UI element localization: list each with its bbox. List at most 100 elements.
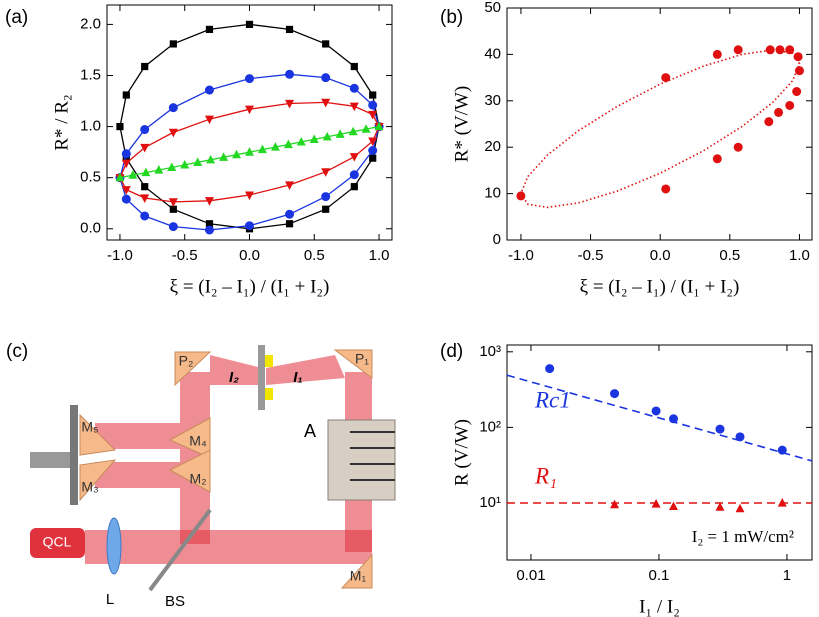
amplifier — [327, 419, 396, 501]
annotation: I₂ = 1 mW/cm² — [692, 527, 794, 546]
marker — [285, 99, 295, 109]
marker — [168, 198, 178, 207]
marker — [733, 45, 743, 55]
x-tick-label: 0.5 — [304, 247, 325, 264]
x-tick-label: 1.0 — [369, 247, 390, 264]
plot-area — [506, 364, 813, 513]
electrode — [265, 355, 273, 367]
marker — [321, 168, 331, 177]
y-tick-label: 10³ — [479, 343, 501, 360]
marker — [764, 117, 774, 127]
marker — [349, 153, 359, 162]
marker — [361, 124, 371, 133]
label: M₅ — [81, 419, 98, 435]
plot-frame — [106, 4, 393, 241]
panel-label: (c) — [6, 341, 28, 362]
marker — [545, 364, 555, 374]
marker — [368, 137, 378, 147]
screw — [30, 452, 70, 468]
marker — [205, 25, 214, 34]
marker — [128, 170, 138, 179]
y-tick-label: 0.5 — [80, 169, 101, 186]
marker — [322, 205, 330, 213]
x-axis-label: I₁ / I₂ — [639, 596, 680, 617]
x-tick-label: 1.0 — [789, 247, 810, 264]
label: M₃ — [81, 479, 98, 495]
marker — [122, 91, 130, 99]
label: M₂ — [189, 471, 206, 487]
marker — [322, 131, 332, 141]
x-tick-label: 0.0 — [239, 247, 260, 264]
x-tick-label: 0.5 — [719, 247, 740, 264]
y-axis-label: R (V/W) — [451, 419, 472, 486]
label: P₂ — [179, 353, 194, 369]
label: BS — [165, 593, 185, 610]
marker — [141, 62, 149, 71]
x-tick-label: -0.5 — [578, 247, 604, 264]
y-tick-label: 20 — [484, 138, 501, 155]
plot-frame — [506, 7, 813, 241]
marker — [765, 45, 775, 55]
marker — [219, 152, 229, 161]
marker — [348, 126, 358, 136]
marker — [321, 98, 331, 108]
marker — [169, 205, 177, 213]
marker — [321, 192, 331, 202]
marker — [368, 110, 378, 120]
label: P₁ — [355, 351, 369, 367]
x-axis-label: ξ = (I₂ – I₁) / (I₁ + I₂) — [580, 276, 740, 297]
marker — [785, 45, 795, 55]
marker — [296, 136, 306, 146]
marker — [774, 107, 784, 117]
marker — [322, 40, 330, 48]
marker — [368, 100, 378, 110]
marker — [715, 424, 725, 434]
electrode — [265, 388, 273, 400]
label: I₁ — [293, 369, 302, 386]
label: I₂ — [229, 369, 239, 386]
marker — [733, 142, 743, 152]
marker — [245, 105, 254, 115]
plot-area — [115, 20, 384, 235]
x-axis-label: ξ = (I₂ – I₁) / (I₁ + I₂) — [170, 276, 330, 297]
marker — [661, 73, 671, 83]
marker — [374, 121, 384, 131]
marker — [204, 115, 214, 125]
marker — [245, 74, 254, 84]
lens — [106, 517, 122, 575]
x-tick-label: -1.0 — [107, 247, 133, 264]
marker — [669, 501, 679, 511]
y-tick-label: 40 — [484, 45, 501, 62]
marker — [349, 83, 359, 93]
marker — [115, 172, 125, 182]
x-tick-label: 0.1 — [649, 567, 670, 584]
marker — [121, 194, 131, 204]
marker — [232, 149, 242, 159]
y-tick-label: 0.0 — [80, 220, 101, 237]
marker — [270, 142, 280, 151]
marker — [140, 211, 150, 221]
marker — [715, 502, 725, 511]
marker — [168, 222, 178, 232]
marker — [350, 183, 358, 191]
marker — [121, 159, 131, 169]
plot-frame — [506, 344, 813, 561]
y-tick-label: 10 — [484, 185, 501, 202]
x-tick-label: -0.5 — [172, 247, 198, 264]
marker — [369, 154, 377, 162]
label: A — [304, 421, 316, 441]
marker — [167, 162, 177, 172]
marker — [516, 191, 526, 201]
panel-label: (a) — [5, 7, 28, 28]
marker — [285, 220, 294, 228]
marker — [168, 103, 178, 113]
marker — [285, 181, 295, 190]
y-tick-label: 10¹ — [479, 494, 501, 511]
label: L — [106, 591, 114, 608]
marker — [204, 197, 214, 206]
marker — [245, 20, 254, 29]
x-tick-label: 0.01 — [516, 567, 545, 584]
marker — [245, 191, 254, 200]
marker — [309, 134, 319, 143]
marker — [140, 194, 150, 203]
